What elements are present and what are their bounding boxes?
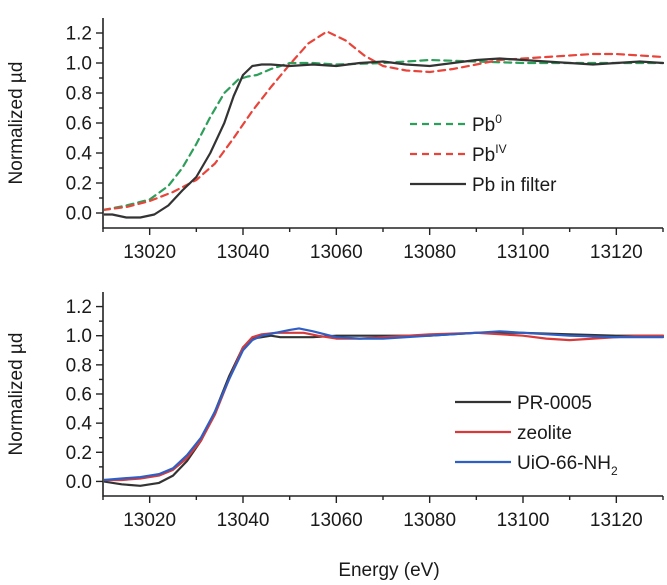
x-tick-label: 13100 xyxy=(497,510,550,531)
y-tick-label: 0.2 xyxy=(66,443,92,464)
axis-frame xyxy=(102,18,663,229)
bottom-panel: 13020 13040 13060 13080 13100 13120 0.0 0.2 0.4 0… xyxy=(6,292,664,531)
y-axis-title: Normalized µd xyxy=(6,333,27,456)
legend-label-base: UiO-66-NH xyxy=(517,453,611,474)
legend-label: PR-0005 xyxy=(517,393,592,414)
y-tick-label: 0.4 xyxy=(66,144,93,165)
x-axis-title: Energy (eV) xyxy=(338,560,439,581)
x-tick-label: 13120 xyxy=(590,242,643,263)
x-tick-label: 13080 xyxy=(403,242,456,263)
series-line-1 xyxy=(104,331,664,482)
series-line-2 xyxy=(104,327,664,482)
legend-label-base: Pb xyxy=(472,115,495,136)
series-group xyxy=(104,30,664,219)
series-line-1 xyxy=(104,30,664,211)
y-tick-label: 1.0 xyxy=(66,54,92,75)
legend-label-superscript: 0 xyxy=(495,112,502,126)
y-tick-label: 0.8 xyxy=(66,84,92,105)
legend-label: UiO-66-NH2 xyxy=(517,453,618,478)
x-tick-label: 13060 xyxy=(310,510,363,531)
x-tick-label: 13080 xyxy=(403,510,456,531)
x-tick-label: 13120 xyxy=(590,510,643,531)
x-tick-label: 13060 xyxy=(310,242,363,263)
legend: PR-0005 zeolite UiO-66-NH2 xyxy=(455,393,618,478)
y-tick-label: 1.0 xyxy=(66,326,92,347)
top-panel: 13020 13040 13060 13080 13100 13120 0.0 0.2 0.4 0… xyxy=(6,18,664,263)
y-tick-label: 0.2 xyxy=(66,174,92,195)
legend-label: PbIV xyxy=(472,142,507,166)
x-tick-label: 13020 xyxy=(123,242,176,263)
legend-label-subscript: 2 xyxy=(611,464,618,478)
series-group xyxy=(104,327,664,487)
y-tick-label: 1.2 xyxy=(66,297,92,318)
series-line-2 xyxy=(104,57,664,219)
y-tick-label: 1.2 xyxy=(66,24,92,45)
legend-label: zeolite xyxy=(517,423,572,444)
x-tick-label: 13100 xyxy=(497,242,550,263)
x-tick-label: 13040 xyxy=(217,510,270,531)
y-tick-label: 0.6 xyxy=(66,114,92,135)
y-axis-title: Normalized µd xyxy=(6,62,27,185)
series-line-0 xyxy=(104,58,664,211)
legend-label: Pb in filter xyxy=(472,175,557,196)
x-tick-label: 13040 xyxy=(217,242,270,263)
legend-label: Pb0 xyxy=(472,112,502,136)
y-tick-label: 0.8 xyxy=(66,355,92,376)
y-tick-label: 0.0 xyxy=(66,472,92,493)
y-tick-label: 0.0 xyxy=(66,204,92,225)
legend-label-superscript: IV xyxy=(495,142,506,156)
y-tick-label: 0.4 xyxy=(66,414,93,435)
legend-label-base: Pb xyxy=(472,145,495,166)
x-tick-label: 13020 xyxy=(123,510,176,531)
y-tick-label: 0.6 xyxy=(66,385,92,406)
